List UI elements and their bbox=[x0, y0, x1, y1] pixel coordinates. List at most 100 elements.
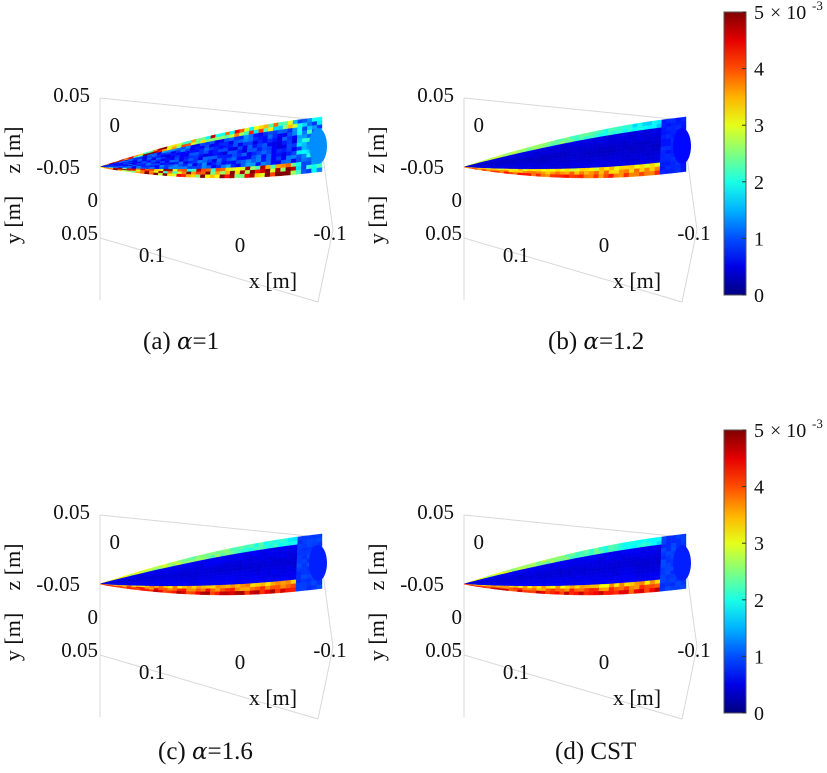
surface-cell bbox=[172, 585, 178, 589]
surface-cell bbox=[650, 564, 657, 570]
surface-cell bbox=[583, 174, 590, 179]
surface-cell bbox=[220, 167, 227, 172]
box-edge bbox=[463, 97, 698, 303]
surface-mesh bbox=[99, 533, 327, 596]
surface-cell bbox=[574, 171, 580, 176]
surface-cell bbox=[275, 584, 281, 590]
surface-cell bbox=[619, 578, 626, 584]
surface-cell bbox=[172, 166, 179, 170]
surface-cell bbox=[173, 164, 179, 168]
surface-cell bbox=[154, 167, 160, 170]
surface-cell bbox=[535, 173, 542, 177]
surface-cell bbox=[619, 158, 626, 163]
surface-cell bbox=[604, 159, 611, 164]
surface-cell bbox=[201, 162, 208, 167]
surface-cell bbox=[639, 156, 646, 162]
surface-cell bbox=[270, 581, 277, 587]
y-axis-label: y [m] bbox=[364, 196, 389, 244]
colorbar-tick-label: 2 bbox=[754, 590, 764, 612]
surface-cell bbox=[154, 165, 160, 168]
surface-cell bbox=[225, 581, 232, 586]
surface-cell bbox=[239, 173, 246, 179]
surface-cell bbox=[585, 157, 592, 162]
surface-cell bbox=[593, 170, 600, 175]
surface-cell bbox=[555, 168, 561, 173]
z-axis-label: z [m] bbox=[0, 543, 25, 590]
surface-cell bbox=[190, 174, 197, 178]
surface-cell bbox=[201, 582, 207, 587]
surface-cell bbox=[167, 169, 174, 172]
surface-cell bbox=[236, 573, 242, 578]
surface-cell bbox=[544, 590, 551, 595]
surface-cell bbox=[181, 168, 188, 173]
surface-cell bbox=[182, 580, 189, 584]
surface-cell bbox=[628, 172, 635, 178]
surface-cell bbox=[301, 570, 307, 576]
z-tick-label: 0.05 bbox=[417, 83, 454, 107]
x-axis-label: x [m] bbox=[613, 685, 661, 710]
surface-cell bbox=[286, 564, 293, 570]
surface-cell bbox=[481, 586, 487, 589]
surface-cell bbox=[546, 580, 553, 584]
surface-cell bbox=[230, 577, 237, 582]
surface-cell bbox=[541, 585, 547, 589]
surface-cell bbox=[522, 583, 529, 587]
surface-cell bbox=[633, 585, 640, 590]
surface-cell bbox=[172, 171, 178, 175]
surface-cell bbox=[224, 174, 231, 179]
surface-cell bbox=[280, 584, 287, 590]
surface-cell bbox=[239, 583, 246, 589]
surface-cell bbox=[564, 588, 571, 592]
surface-cell bbox=[531, 586, 538, 589]
surface-cell bbox=[619, 165, 625, 171]
surface-cell bbox=[196, 585, 202, 590]
surface-cell bbox=[187, 163, 193, 167]
surface-cell bbox=[231, 156, 238, 162]
surface-cell bbox=[219, 588, 226, 592]
surface-cell bbox=[159, 581, 165, 585]
surface-cell bbox=[285, 587, 292, 593]
surface-cell bbox=[575, 578, 582, 583]
surface-cell bbox=[579, 584, 586, 589]
surface-cell bbox=[250, 579, 257, 584]
surface-cell bbox=[649, 170, 656, 176]
surface-cell bbox=[618, 173, 625, 178]
surface-cell bbox=[644, 171, 650, 177]
surface-cell bbox=[269, 172, 276, 177]
surface-cell bbox=[564, 171, 571, 175]
surface-cell bbox=[205, 585, 212, 589]
z-axis-label: z [m] bbox=[364, 126, 389, 173]
surface-cell bbox=[613, 166, 620, 171]
surface-cell bbox=[546, 583, 552, 587]
surface-cell bbox=[574, 588, 580, 593]
surface-cell bbox=[623, 172, 630, 178]
surface-cell bbox=[659, 169, 666, 175]
colorbar-bottom: 0 1 2 3 4 5 × 10 -3 bbox=[722, 416, 827, 725]
surface-cell bbox=[634, 164, 641, 170]
surface-cell bbox=[275, 163, 282, 169]
colorbar-gradient bbox=[723, 429, 747, 714]
surface-cell bbox=[675, 167, 681, 173]
surface-cell bbox=[613, 173, 620, 178]
y-tick-label: 0.05 bbox=[425, 638, 462, 662]
surface-cell bbox=[654, 170, 661, 176]
caption-value: =1 bbox=[192, 328, 220, 355]
surface-cell bbox=[650, 151, 656, 157]
surface-cell bbox=[619, 582, 625, 588]
z-tick-label: 0 bbox=[474, 530, 485, 554]
surface-cell bbox=[280, 576, 287, 582]
surface-cell bbox=[654, 579, 661, 585]
surface-cell bbox=[254, 173, 261, 178]
surface-cell bbox=[649, 587, 656, 593]
surface-cell bbox=[249, 166, 256, 171]
surface-cell bbox=[578, 174, 585, 179]
surface-cell bbox=[610, 572, 616, 578]
surface-cell bbox=[235, 159, 242, 165]
axes-box bbox=[99, 97, 334, 303]
x-tick-label: -0.1 bbox=[313, 221, 346, 245]
surface-cell bbox=[600, 573, 606, 578]
surface-cell bbox=[200, 171, 207, 175]
surface-cell bbox=[579, 164, 586, 169]
surface-cell bbox=[624, 165, 630, 170]
surface-cell bbox=[256, 154, 262, 160]
